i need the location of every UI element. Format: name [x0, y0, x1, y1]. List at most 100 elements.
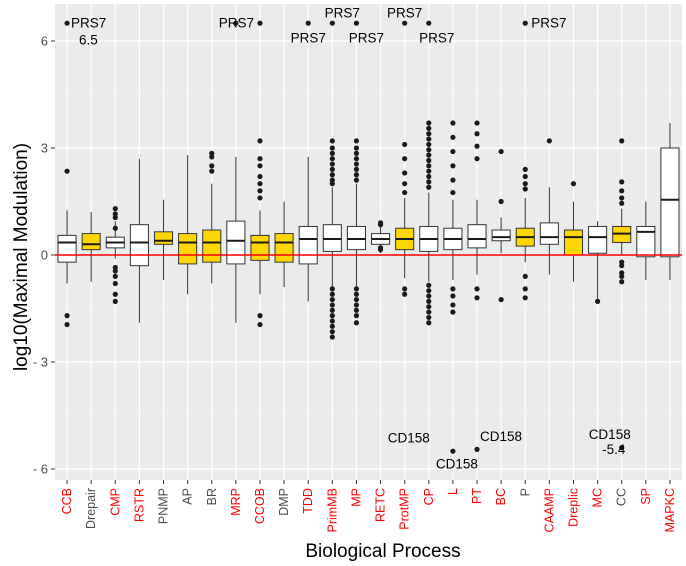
annotation-label: PRS7	[219, 16, 254, 31]
iqr-box	[298, 225, 318, 265]
box-retc	[371, 220, 391, 254]
outlier-point	[329, 20, 335, 26]
outlier-point	[426, 314, 432, 321]
outlier-point	[353, 150, 360, 156]
outlier-point	[257, 173, 263, 180]
outlier-point	[426, 168, 432, 174]
iqr-box	[539, 222, 559, 245]
outlier-point	[353, 291, 360, 297]
x-tick-label-pnmp: PNMP	[157, 488, 171, 524]
outlier-point	[522, 273, 528, 279]
iqr-box	[636, 225, 656, 258]
iqr-box	[467, 224, 487, 249]
box-pnmp	[153, 199, 174, 280]
outlier-point	[426, 304, 432, 310]
outlier-point	[619, 445, 625, 451]
outlier-point	[474, 446, 480, 452]
x-tick-label-caamp: CAAMP	[542, 488, 556, 532]
x-tick-label-sp: SP	[639, 488, 653, 505]
outlier-point	[450, 302, 456, 308]
outlier-point	[353, 307, 360, 313]
y-tick-label: 3	[41, 141, 48, 156]
outlier-point	[112, 280, 118, 287]
outlier-point	[426, 173, 432, 180]
outlier-point	[209, 154, 215, 160]
x-tick-label-primmb: PrimMB	[325, 488, 339, 532]
outlier-point	[450, 134, 456, 140]
outlier-point	[426, 152, 432, 158]
x-tick-label-retc: RETC	[374, 488, 388, 522]
outlier-point	[377, 222, 384, 228]
iqr-box	[129, 224, 149, 267]
outlier-point	[426, 288, 432, 294]
outlier-point	[619, 200, 625, 206]
box-p	[515, 20, 535, 301]
box-l	[443, 120, 463, 454]
outlier-point	[257, 313, 263, 319]
box-mrp	[226, 20, 246, 323]
outlier-point	[64, 20, 70, 26]
outlier-point	[209, 163, 215, 169]
outlier-point	[209, 150, 215, 156]
x-tick-label-ap: AP	[181, 488, 195, 505]
x-tick-label-tdd: TDD	[301, 488, 315, 514]
iqr-box	[660, 147, 680, 258]
outlier-point	[257, 20, 263, 26]
box-pt	[467, 120, 487, 452]
outlier-point	[329, 156, 335, 162]
outlier-point	[112, 211, 118, 217]
x-tick-label-mapkc: MAPKC	[663, 488, 677, 532]
box-primmb	[322, 20, 342, 340]
outlier-point	[112, 273, 118, 279]
outlier-point	[426, 184, 432, 190]
y-axis-title: log10(Maximal Modulation)	[11, 143, 32, 371]
iqr-box	[491, 229, 511, 242]
outlier-point	[257, 163, 263, 169]
box-caamp	[539, 138, 559, 275]
outlier-point	[522, 186, 528, 192]
outlier-point	[329, 166, 335, 172]
x-axis-title: Biological Process	[305, 541, 460, 562]
x-tick-label-ccob: CCOB	[253, 488, 267, 524]
outlier-point	[426, 309, 432, 315]
box-sp	[636, 201, 656, 280]
box-cmp	[105, 206, 125, 304]
outlier-point	[522, 181, 528, 187]
annotation-label: CD158	[388, 431, 430, 446]
outlier-point	[498, 148, 504, 155]
box-ap	[178, 155, 198, 295]
outlier-point	[402, 20, 408, 26]
outlier-point	[450, 148, 456, 155]
outlier-point	[64, 168, 70, 174]
outlier-point	[64, 321, 70, 328]
iqr-box	[81, 233, 101, 251]
x-tick-label-pt: PT	[470, 488, 484, 504]
y-tick-label: - 6	[33, 462, 48, 477]
box-cp	[419, 20, 439, 326]
outlier-point	[450, 177, 456, 183]
outlier-point	[619, 179, 625, 185]
outlier-point	[329, 318, 335, 324]
annotation-label: -5.4	[602, 442, 626, 457]
outlier-point	[426, 131, 432, 137]
outlier-point	[112, 225, 118, 231]
iqr-box	[202, 229, 222, 263]
outlier-point	[257, 321, 263, 328]
iqr-box	[153, 231, 174, 245]
annotation-label: PRS7	[419, 31, 454, 46]
outlier-point	[426, 136, 432, 142]
outlier-point	[112, 214, 118, 221]
outlier-point	[353, 145, 360, 151]
outlier-point	[353, 313, 360, 319]
outlier-point	[522, 173, 528, 180]
outlier-point	[426, 320, 432, 326]
outlier-point	[329, 150, 335, 156]
annotation-label: PRS7	[71, 16, 106, 31]
outlier-point	[426, 141, 432, 148]
outlier-point	[522, 295, 528, 301]
outlier-point	[329, 296, 335, 303]
outlier-point	[450, 163, 456, 169]
outlier-point	[329, 161, 335, 167]
outlier-point	[402, 286, 408, 292]
outlier-point	[402, 156, 408, 162]
